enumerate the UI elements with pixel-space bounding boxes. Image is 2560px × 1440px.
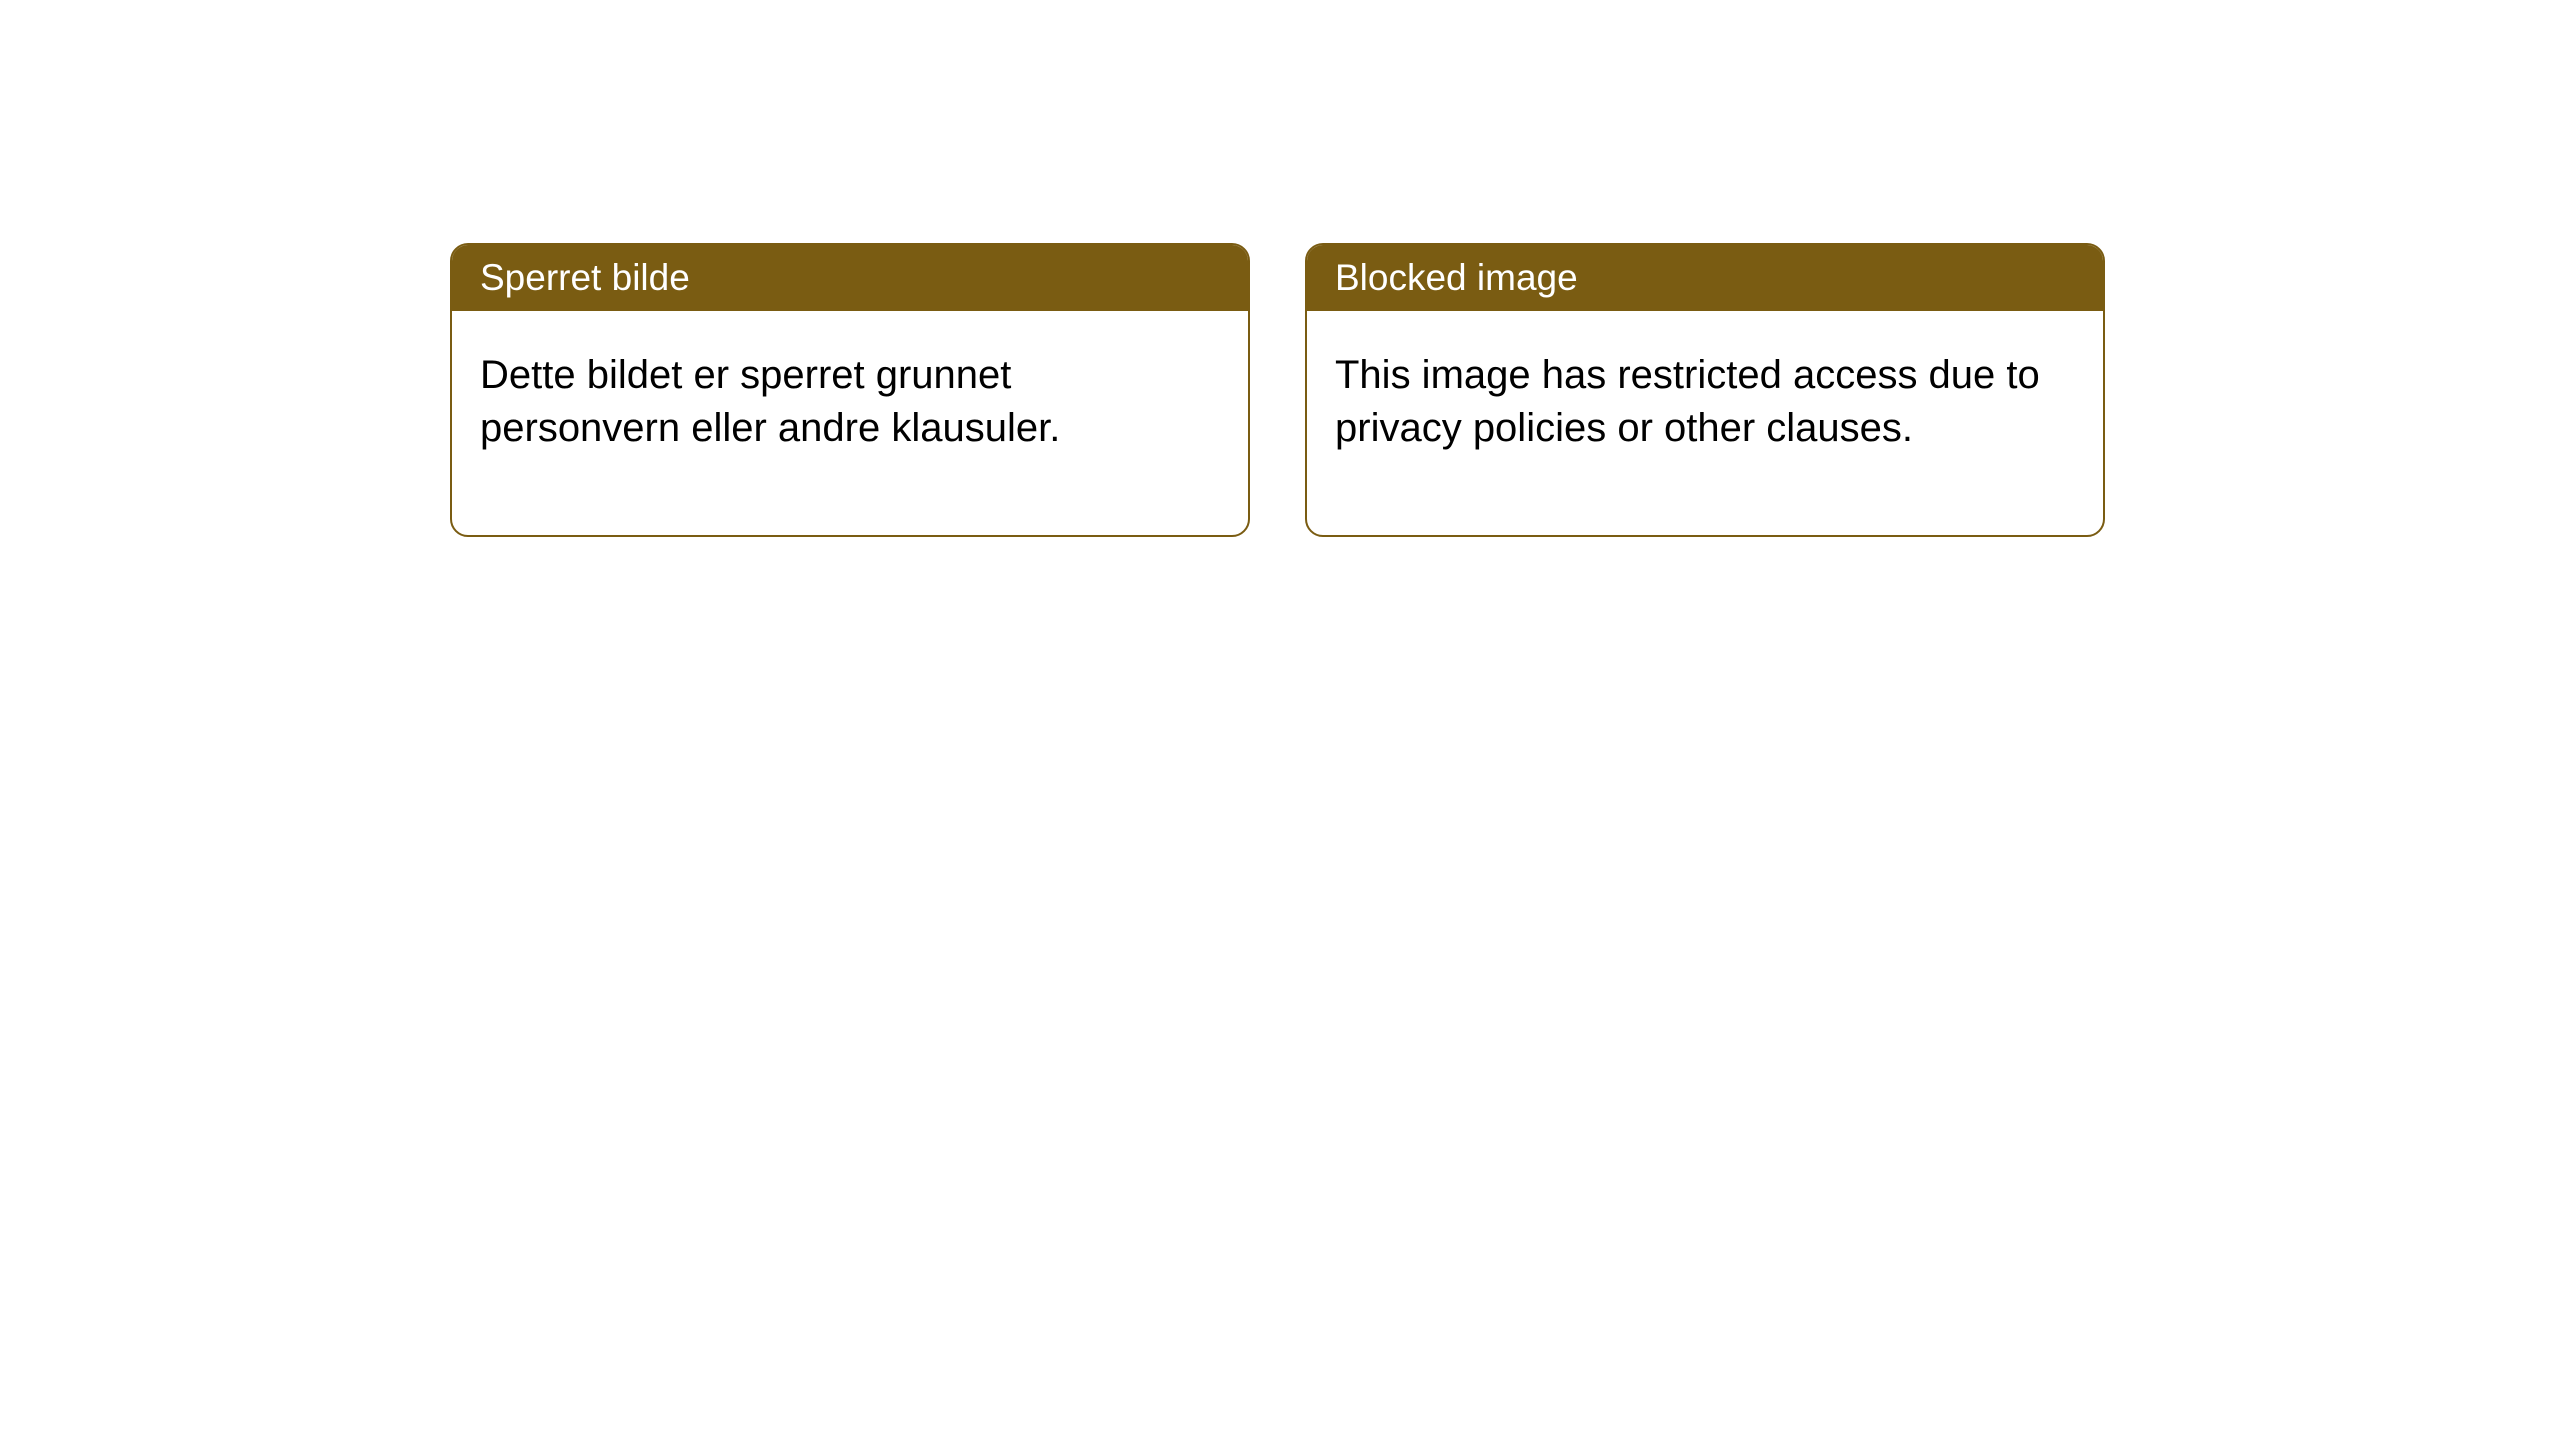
notice-container: Sperret bilde Dette bildet er sperret gr…	[450, 243, 2105, 537]
card-title: Blocked image	[1335, 257, 1578, 298]
card-body-text: This image has restricted access due to …	[1335, 353, 2040, 450]
card-title: Sperret bilde	[480, 257, 690, 298]
notice-card-english: Blocked image This image has restricted …	[1305, 243, 2105, 537]
card-header: Sperret bilde	[452, 245, 1248, 311]
card-header: Blocked image	[1307, 245, 2103, 311]
card-body: Dette bildet er sperret grunnet personve…	[452, 311, 1248, 535]
card-body-text: Dette bildet er sperret grunnet personve…	[480, 353, 1060, 450]
card-body: This image has restricted access due to …	[1307, 311, 2103, 535]
notice-card-norwegian: Sperret bilde Dette bildet er sperret gr…	[450, 243, 1250, 537]
